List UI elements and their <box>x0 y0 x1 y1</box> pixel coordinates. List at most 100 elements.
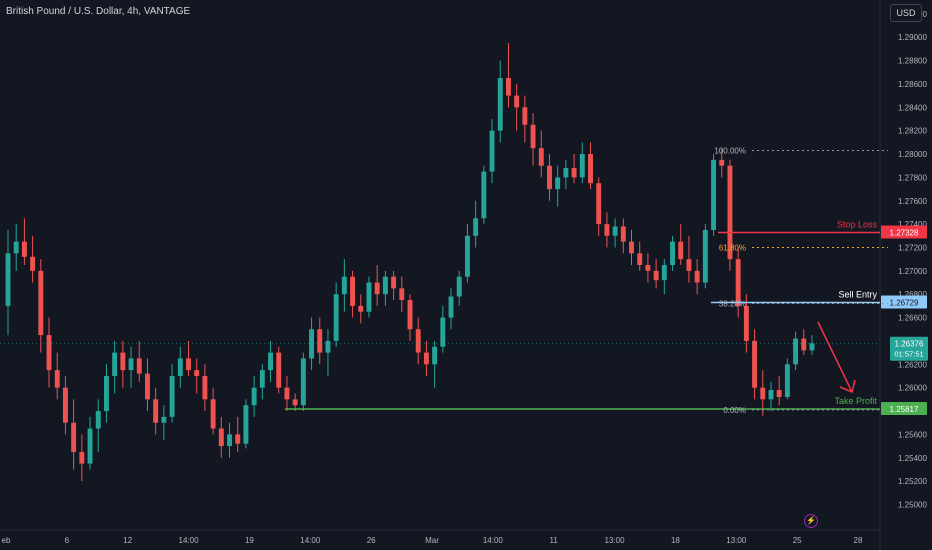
candle-body <box>555 177 561 190</box>
candle <box>243 399 249 449</box>
candle <box>637 241 643 271</box>
take-profit-label: Take Profit <box>834 396 877 406</box>
candle <box>448 288 454 330</box>
y-tick-label: 1.28200 <box>898 127 927 136</box>
candle-body <box>325 340 331 353</box>
candle <box>711 154 717 236</box>
lightning-icon[interactable]: ⚡ <box>804 514 818 528</box>
candle <box>514 83 520 131</box>
candle <box>596 177 602 236</box>
candle-body <box>571 168 577 178</box>
candle-body <box>292 399 298 406</box>
candle-body <box>21 241 27 257</box>
candle <box>382 270 388 306</box>
candle <box>341 259 347 312</box>
candle-body <box>735 259 741 306</box>
candle <box>423 340 429 376</box>
candle-body <box>464 235 470 277</box>
arrow-shaft <box>817 321 853 393</box>
candle <box>432 340 438 388</box>
x-tick-label: 26 <box>367 536 376 545</box>
candle-body <box>686 259 692 271</box>
candle <box>276 346 282 394</box>
y-axis: 1.292001.290001.288001.286001.284001.282… <box>879 0 927 550</box>
x-tick-label: 28 <box>854 536 863 545</box>
candle <box>612 218 618 248</box>
candle-body <box>743 305 749 341</box>
candle-body <box>169 375 175 417</box>
candle-body <box>202 375 208 400</box>
x-tick-label: 14:00 <box>300 536 321 545</box>
candle <box>555 165 561 207</box>
candle <box>694 259 700 295</box>
candle <box>366 276 372 318</box>
candle-body <box>612 226 618 236</box>
candle <box>194 358 200 394</box>
candle <box>784 358 790 400</box>
candle-body <box>489 130 495 172</box>
sell-entry-label: Sell Entry <box>838 289 877 299</box>
candle-body <box>54 370 60 388</box>
candle <box>456 270 462 306</box>
current-price-tag <box>890 336 928 361</box>
arrow-head <box>839 379 856 394</box>
candle-body <box>579 154 585 178</box>
candle-body <box>596 183 602 225</box>
candle-countdown: 01:57:51 <box>894 350 923 359</box>
y-tick-label: 1.27200 <box>898 243 927 252</box>
y-tick-label: 1.29000 <box>898 33 927 42</box>
candle-body <box>711 159 717 230</box>
fib-level-label: 61.80% <box>719 243 746 252</box>
candle <box>309 317 315 371</box>
candle-body <box>218 428 224 447</box>
currency-button[interactable]: USD <box>890 4 922 22</box>
candle-body <box>235 434 241 444</box>
candle-body <box>440 317 446 347</box>
stop-loss-label: Stop Loss <box>837 220 878 230</box>
candle <box>30 235 36 283</box>
candle-body <box>71 422 77 452</box>
fibonacci: 100.00% 61.80% 38.20% 0.00% <box>714 147 888 415</box>
candle-body <box>702 229 708 283</box>
candle <box>95 399 101 452</box>
candle-body <box>760 387 766 400</box>
candle-body <box>30 256 36 271</box>
candle-body <box>694 270 700 283</box>
candle <box>629 229 634 265</box>
candle-body <box>481 171 487 219</box>
candle-body <box>227 434 232 447</box>
candle-body <box>309 329 315 359</box>
candle <box>374 265 380 306</box>
candle-body <box>473 218 479 236</box>
candle <box>407 294 413 341</box>
candle <box>399 276 405 312</box>
candle-body <box>79 451 85 464</box>
candle <box>218 416 224 458</box>
candle-body <box>784 364 790 398</box>
candle-body <box>259 370 265 388</box>
candle <box>62 375 68 435</box>
candle-body <box>38 270 44 336</box>
candle-body <box>5 253 11 306</box>
candle-body <box>530 124 536 149</box>
y-tick-label: 1.27400 <box>898 220 927 229</box>
candle-body <box>645 265 651 271</box>
y-tick-label: 1.26800 <box>898 290 927 299</box>
candle-body <box>177 358 183 376</box>
candle <box>358 294 364 324</box>
x-tick-label: 6 <box>65 536 70 545</box>
candle-body <box>13 241 19 254</box>
x-tick-label: 25 <box>793 536 802 545</box>
candle <box>481 165 487 225</box>
fib-level-label: 38.20% <box>719 300 746 309</box>
candle <box>588 142 593 190</box>
y-tick-label: 1.25200 <box>898 477 927 486</box>
candle <box>801 329 807 355</box>
candle-body <box>752 340 758 388</box>
candle-body <box>604 224 610 236</box>
candle <box>579 142 585 184</box>
candle <box>71 399 77 470</box>
y-tick-label: 1.26200 <box>898 360 927 369</box>
candle <box>653 259 659 289</box>
